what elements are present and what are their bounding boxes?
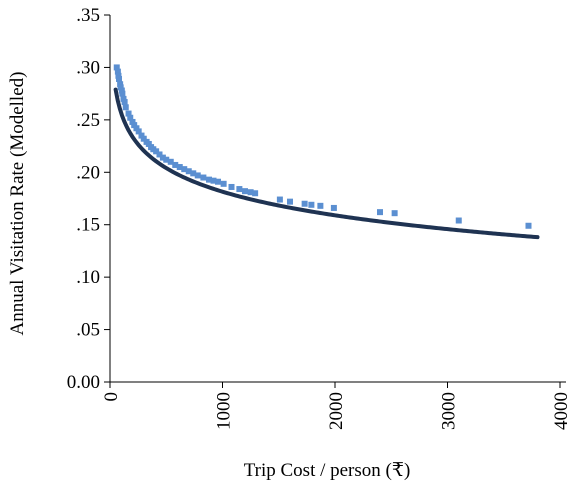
data-point — [172, 161, 179, 168]
data-point — [210, 177, 217, 184]
data-point — [242, 188, 248, 195]
data-point — [117, 84, 124, 91]
data-point — [133, 125, 140, 132]
data-point — [185, 168, 192, 175]
data-point — [377, 209, 383, 216]
data-point — [114, 68, 121, 75]
data-point — [301, 200, 308, 207]
data-point — [115, 72, 122, 79]
data-point — [127, 114, 134, 121]
data-point — [194, 172, 201, 179]
data-point — [156, 151, 163, 158]
data-point — [119, 90, 126, 97]
data-point — [159, 154, 166, 161]
data-point — [176, 164, 183, 171]
data-points — [113, 64, 532, 229]
y-tick-label: .35 — [76, 5, 100, 26]
data-point — [153, 148, 160, 155]
data-point — [220, 180, 227, 187]
data-point — [525, 222, 532, 229]
data-point — [455, 217, 462, 224]
fit-curve — [113, 87, 540, 240]
x-axis-title: Trip Cost / person (₹) — [244, 460, 411, 481]
data-point — [138, 132, 145, 139]
data-point — [247, 189, 254, 196]
y-tick-label: .20 — [76, 162, 100, 183]
y-tick-label: .15 — [76, 215, 100, 236]
data-point — [276, 196, 283, 203]
y-tick-label: .10 — [76, 267, 100, 288]
x-axis-ticks: 0 1000 2000 3000 4000 — [101, 382, 571, 430]
fit-curve-group — [113, 87, 540, 240]
data-point — [140, 135, 147, 142]
data-point — [206, 176, 212, 183]
data-point — [167, 158, 174, 165]
x-tick-label: 3000 — [439, 392, 460, 430]
y-tick-label: .25 — [76, 110, 100, 131]
data-point — [236, 186, 243, 193]
data-point — [330, 204, 337, 211]
x-tick-label: 2000 — [326, 392, 347, 430]
y-axis-title: Annual Visitation Rate (Modelled) — [7, 72, 28, 336]
data-point — [131, 122, 138, 129]
data-point — [122, 104, 129, 111]
x-tick-label: 1000 — [214, 392, 235, 430]
y-tick-label: .30 — [76, 57, 100, 78]
data-point — [391, 210, 398, 217]
data-point — [145, 140, 152, 147]
data-point — [317, 202, 324, 209]
data-point — [113, 64, 120, 71]
data-point — [117, 81, 124, 88]
data-point — [308, 201, 315, 208]
y-axis-ticks: 0.00 .05 .10 .15 .20 .25 .30 .35 — [67, 5, 110, 393]
data-point — [287, 198, 293, 205]
data-point — [252, 190, 259, 197]
data-point — [129, 118, 136, 125]
data-point — [118, 87, 125, 94]
data-point — [190, 170, 197, 177]
y-tick-label: 0.00 — [67, 372, 100, 393]
x-tick-label: 4000 — [551, 392, 571, 430]
data-point — [228, 183, 235, 190]
x-tick-label: 0 — [101, 392, 122, 402]
data-point — [116, 75, 122, 82]
data-point — [121, 99, 128, 106]
y-tick-label: .05 — [76, 320, 100, 341]
data-point — [200, 174, 207, 181]
data-point — [163, 156, 170, 163]
data-point — [181, 166, 188, 173]
data-point — [215, 178, 221, 185]
data-point — [135, 128, 142, 135]
data-point — [120, 95, 127, 102]
data-point — [125, 110, 132, 117]
